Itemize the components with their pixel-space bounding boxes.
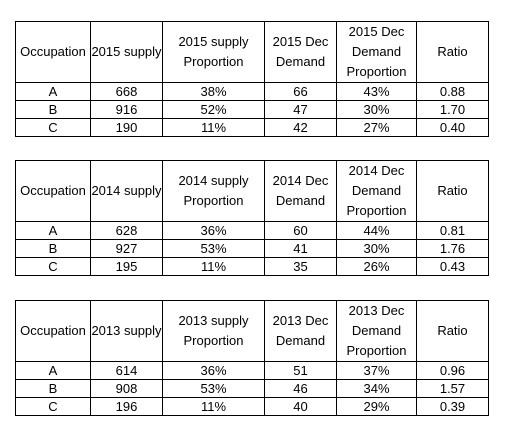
cell-ratio: 0.39 (416, 397, 489, 416)
cell-dec-demand-proportion: 37% (336, 361, 417, 380)
cell-occupation: B (15, 379, 91, 398)
cell-ratio: 0.96 (416, 361, 489, 380)
cell-occupation: C (15, 118, 91, 137)
header-dec-demand: 2014 Dec Demand (264, 160, 337, 222)
header-supply-proportion: 2015 supply Proportion (162, 21, 265, 83)
supply-demand-table-2015: Occupation 2015 supply 2015 supply Propo… (15, 21, 489, 137)
header-dec-demand: 2013 Dec Demand (264, 300, 337, 362)
cell-dec-demand: 40 (264, 397, 337, 416)
cell-supply: 668 (90, 82, 163, 101)
cell-dec-demand-proportion: 27% (336, 118, 417, 137)
header-supply: 2015 supply (90, 21, 163, 83)
cell-occupation: B (15, 100, 91, 119)
cell-dec-demand-proportion: 26% (336, 257, 417, 276)
table-header-row: Occupation 2013 supply 2013 supply Propo… (15, 300, 489, 362)
table-row: B 908 53% 46 34% 1.57 (15, 379, 489, 398)
cell-dec-demand: 42 (264, 118, 337, 137)
cell-supply-proportion: 53% (162, 239, 265, 258)
supply-demand-table-2014: Occupation 2014 supply 2014 supply Propo… (15, 160, 489, 276)
cell-dec-demand: 66 (264, 82, 337, 101)
header-occupation: Occupation (15, 300, 91, 362)
cell-occupation: A (15, 361, 91, 380)
cell-occupation: C (15, 257, 91, 276)
cell-dec-demand-proportion: 44% (336, 221, 417, 240)
cell-dec-demand-proportion: 43% (336, 82, 417, 101)
cell-ratio: 1.76 (416, 239, 489, 258)
cell-dec-demand: 47 (264, 100, 337, 119)
cell-supply: 908 (90, 379, 163, 398)
header-dec-demand: 2015 Dec Demand (264, 21, 337, 83)
table-header-row: Occupation 2015 supply 2015 supply Propo… (15, 21, 489, 83)
header-supply: 2013 supply (90, 300, 163, 362)
cell-supply-proportion: 38% (162, 82, 265, 101)
table-row: A 614 36% 51 37% 0.96 (15, 361, 489, 380)
header-supply-proportion: 2013 supply Proportion (162, 300, 265, 362)
header-supply-proportion: 2014 supply Proportion (162, 160, 265, 222)
cell-supply-proportion: 11% (162, 118, 265, 137)
table-row: C 190 11% 42 27% 0.40 (15, 118, 489, 137)
header-ratio: Ratio (416, 300, 489, 362)
cell-ratio: 1.70 (416, 100, 489, 119)
cell-dec-demand: 51 (264, 361, 337, 380)
supply-demand-table-2013: Occupation 2013 supply 2013 supply Propo… (15, 300, 489, 416)
cell-supply-proportion: 36% (162, 221, 265, 240)
cell-dec-demand-proportion: 29% (336, 397, 417, 416)
cell-dec-demand: 35 (264, 257, 337, 276)
cell-occupation: C (15, 397, 91, 416)
header-ratio: Ratio (416, 21, 489, 83)
cell-ratio: 0.81 (416, 221, 489, 240)
cell-ratio: 0.43 (416, 257, 489, 276)
cell-supply: 628 (90, 221, 163, 240)
cell-supply-proportion: 11% (162, 257, 265, 276)
cell-supply-proportion: 53% (162, 379, 265, 398)
header-dec-demand-proportion: 2015 Dec Demand Proportion (336, 21, 417, 83)
header-supply: 2014 supply (90, 160, 163, 222)
cell-occupation: A (15, 221, 91, 240)
table-row: B 916 52% 47 30% 1.70 (15, 100, 489, 119)
header-occupation: Occupation (15, 160, 91, 222)
table-row: C 195 11% 35 26% 0.43 (15, 257, 489, 276)
cell-dec-demand-proportion: 30% (336, 239, 417, 258)
cell-supply: 190 (90, 118, 163, 137)
cell-occupation: A (15, 82, 91, 101)
cell-supply-proportion: 52% (162, 100, 265, 119)
cell-dec-demand-proportion: 34% (336, 379, 417, 398)
header-dec-demand-proportion: 2013 Dec Demand Proportion (336, 300, 417, 362)
cell-supply-proportion: 11% (162, 397, 265, 416)
cell-ratio: 1.57 (416, 379, 489, 398)
header-occupation: Occupation (15, 21, 91, 83)
cell-dec-demand: 46 (264, 379, 337, 398)
table-header-row: Occupation 2014 supply 2014 supply Propo… (15, 160, 489, 222)
table-row: A 668 38% 66 43% 0.88 (15, 82, 489, 101)
table-row: B 927 53% 41 30% 1.76 (15, 239, 489, 258)
cell-supply-proportion: 36% (162, 361, 265, 380)
cell-supply: 614 (90, 361, 163, 380)
cell-dec-demand: 60 (264, 221, 337, 240)
table-row: C 196 11% 40 29% 0.39 (15, 397, 489, 416)
cell-supply: 195 (90, 257, 163, 276)
cell-supply: 916 (90, 100, 163, 119)
cell-occupation: B (15, 239, 91, 258)
cell-supply: 927 (90, 239, 163, 258)
header-dec-demand-proportion: 2014 Dec Demand Proportion (336, 160, 417, 222)
cell-dec-demand: 41 (264, 239, 337, 258)
cell-ratio: 0.40 (416, 118, 489, 137)
header-ratio: Ratio (416, 160, 489, 222)
cell-dec-demand-proportion: 30% (336, 100, 417, 119)
cell-ratio: 0.88 (416, 82, 489, 101)
table-row: A 628 36% 60 44% 0.81 (15, 221, 489, 240)
cell-supply: 196 (90, 397, 163, 416)
